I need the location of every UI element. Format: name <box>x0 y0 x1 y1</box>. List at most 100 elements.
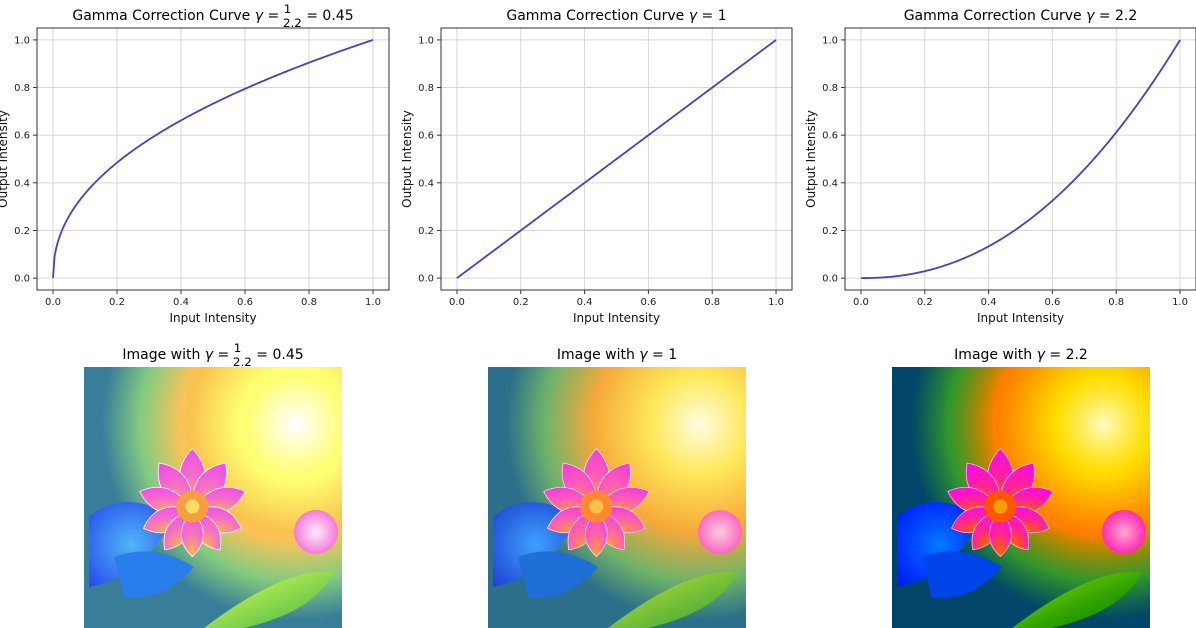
chart-title-1-prefix: Gamma Correction Curve <box>506 8 688 24</box>
y-tick-label: 0.2 <box>418 226 434 237</box>
chart-title-2-prefix: Gamma Correction Curve <box>904 8 1086 24</box>
leaf-shape <box>1012 571 1142 628</box>
gamma-image-panel-0: Image with γ = 1 2.2 = 0.45 <box>84 341 342 628</box>
y-tick-label: 1.0 <box>14 35 30 46</box>
flower-center <box>589 499 604 514</box>
chart-title-2-gamma: γ <box>1086 8 1095 24</box>
leaf-shape <box>922 551 1002 598</box>
image-title-1: Image with γ = 1 <box>557 347 677 363</box>
image-title-0-eq: = <box>213 347 234 363</box>
chart-title-1: Gamma Correction Curve γ = 1 <box>506 8 726 24</box>
petal-shape <box>180 509 204 558</box>
leaf-shape <box>518 551 598 598</box>
plot-frame <box>844 27 1196 291</box>
x-tick-label: 0.2 <box>917 297 933 308</box>
x-tick-label: 0.4 <box>577 297 593 308</box>
x-tick-label: 0.4 <box>981 297 997 308</box>
image-title-0-suffix: = 0.45 <box>252 347 304 363</box>
chart-title-0-suffix: = 0.45 <box>302 8 354 24</box>
x-axis-label: Input Intensity <box>169 311 256 325</box>
y-tick-label: 0.8 <box>418 83 434 94</box>
flower-photo-icon <box>84 367 342 628</box>
image-title-0-frac-num: 1 <box>234 341 242 355</box>
leaf-shape <box>608 571 738 628</box>
image-title-1-eq: = <box>648 347 669 363</box>
petal-shape <box>584 509 608 558</box>
y-axis-label: Output Intensity <box>804 110 818 208</box>
y-tick-label: 0.4 <box>14 178 30 189</box>
image-title-0-prefix: Image with <box>122 347 204 363</box>
gamma-curve-chart-2: 0.0 0.2 0.4 0.6 0.8 1.0 0.0 0.2 0.4 0.6 0.8 1.0 Inpu… <box>804 8 1196 325</box>
x-tick-label: 1.0 <box>1172 297 1188 308</box>
image-title-1-suffix: 1 <box>668 347 677 363</box>
image-title-2-gamma: γ <box>1037 347 1046 363</box>
y-tick-label: 0.0 <box>418 274 434 285</box>
chart-title-2: Gamma Correction Curve γ = 2.2 <box>904 8 1138 24</box>
image-title-2-prefix: Image with <box>954 347 1036 363</box>
y-tick-label: 0.8 <box>14 83 30 94</box>
small-flower <box>1102 510 1146 554</box>
small-flower <box>698 510 742 554</box>
image-title-1-prefix: Image with <box>557 347 639 363</box>
chart-title-0-eq: = <box>263 8 284 24</box>
x-tick-label: 0.6 <box>640 297 656 308</box>
image-title-2-suffix: 2.2 <box>1066 347 1088 363</box>
leaf-shape <box>204 571 334 628</box>
chart-title-1-eq: = <box>697 8 718 24</box>
y-tick-label: 0.8 <box>822 83 838 94</box>
plot-frame <box>440 27 793 291</box>
gamma-curve-line <box>456 39 777 279</box>
chart-title-0-frac-den: 2.2 <box>283 16 302 30</box>
y-tick-label: 1.0 <box>822 35 838 46</box>
flower-photo-icon <box>488 367 746 628</box>
gamma-image-panel-2: Image with γ = 2.2 <box>892 347 1150 628</box>
petal-shape <box>988 509 1012 558</box>
leaf-shape <box>114 551 194 598</box>
y-axis-label: Output Intensity <box>0 110 10 208</box>
x-tick-label: 0.6 <box>1044 297 1060 308</box>
x-tick-label: 0.0 <box>45 297 61 308</box>
x-tick-label: 0.8 <box>301 297 317 308</box>
x-tick-label: 1.0 <box>365 297 381 308</box>
y-tick-label: 0.6 <box>418 131 434 142</box>
y-tick-label: 0.4 <box>418 178 434 189</box>
image-title-0: Image with γ = 1 2.2 = 0.45 <box>122 341 303 369</box>
x-axis-label: Input Intensity <box>977 311 1064 325</box>
x-tick-label: 1.0 <box>768 297 784 308</box>
chart-title-1-suffix: 1 <box>718 8 727 24</box>
plot-frame <box>36 27 390 291</box>
y-axis-label: Output Intensity <box>400 110 414 208</box>
x-tick-label: 0.2 <box>513 297 529 308</box>
image-title-0-gamma: γ <box>205 347 214 363</box>
gamma-curve-line <box>860 39 1181 279</box>
gamma-curve-chart-0: 0.0 0.2 0.4 0.6 0.8 1.0 0.0 0.2 0.4 0.6 0.8 1.0 Inpu… <box>0 2 390 325</box>
y-tick-label: 0.6 <box>14 131 30 142</box>
image-title-2: Image with γ = 2.2 <box>954 347 1088 363</box>
small-flower <box>294 510 338 554</box>
chart-title-0: Gamma Correction Curve γ = 1 2.2 = 0.45 <box>72 2 353 30</box>
y-tick-label: 1.0 <box>418 35 434 46</box>
x-tick-label: 0.8 <box>704 297 720 308</box>
y-tick-label: 0.0 <box>14 274 30 285</box>
chart-title-0-gamma: γ <box>255 8 264 24</box>
image-title-0-frac-den: 2.2 <box>233 355 252 369</box>
y-tick-label: 0.4 <box>822 178 838 189</box>
y-tick-label: 0.0 <box>822 274 838 285</box>
y-tick-label: 0.2 <box>822 226 838 237</box>
x-axis-label: Input Intensity <box>573 311 660 325</box>
gamma-image-panel-1: Image with γ = 1 <box>488 347 746 628</box>
x-tick-label: 0.4 <box>173 297 189 308</box>
x-tick-label: 0.0 <box>449 297 465 308</box>
flower-center <box>993 499 1008 514</box>
image-title-2-eq: = <box>1045 347 1066 363</box>
y-tick-label: 0.2 <box>14 226 30 237</box>
x-tick-label: 0.2 <box>109 297 125 308</box>
chart-title-2-suffix: 2.2 <box>1115 8 1137 24</box>
gamma-curve-line <box>52 39 374 279</box>
x-tick-label: 0.6 <box>237 297 253 308</box>
y-tick-label: 0.6 <box>822 131 838 142</box>
image-title-1-gamma: γ <box>639 347 648 363</box>
x-tick-label: 0.8 <box>1108 297 1124 308</box>
chart-title-0-frac-num: 1 <box>284 2 292 16</box>
